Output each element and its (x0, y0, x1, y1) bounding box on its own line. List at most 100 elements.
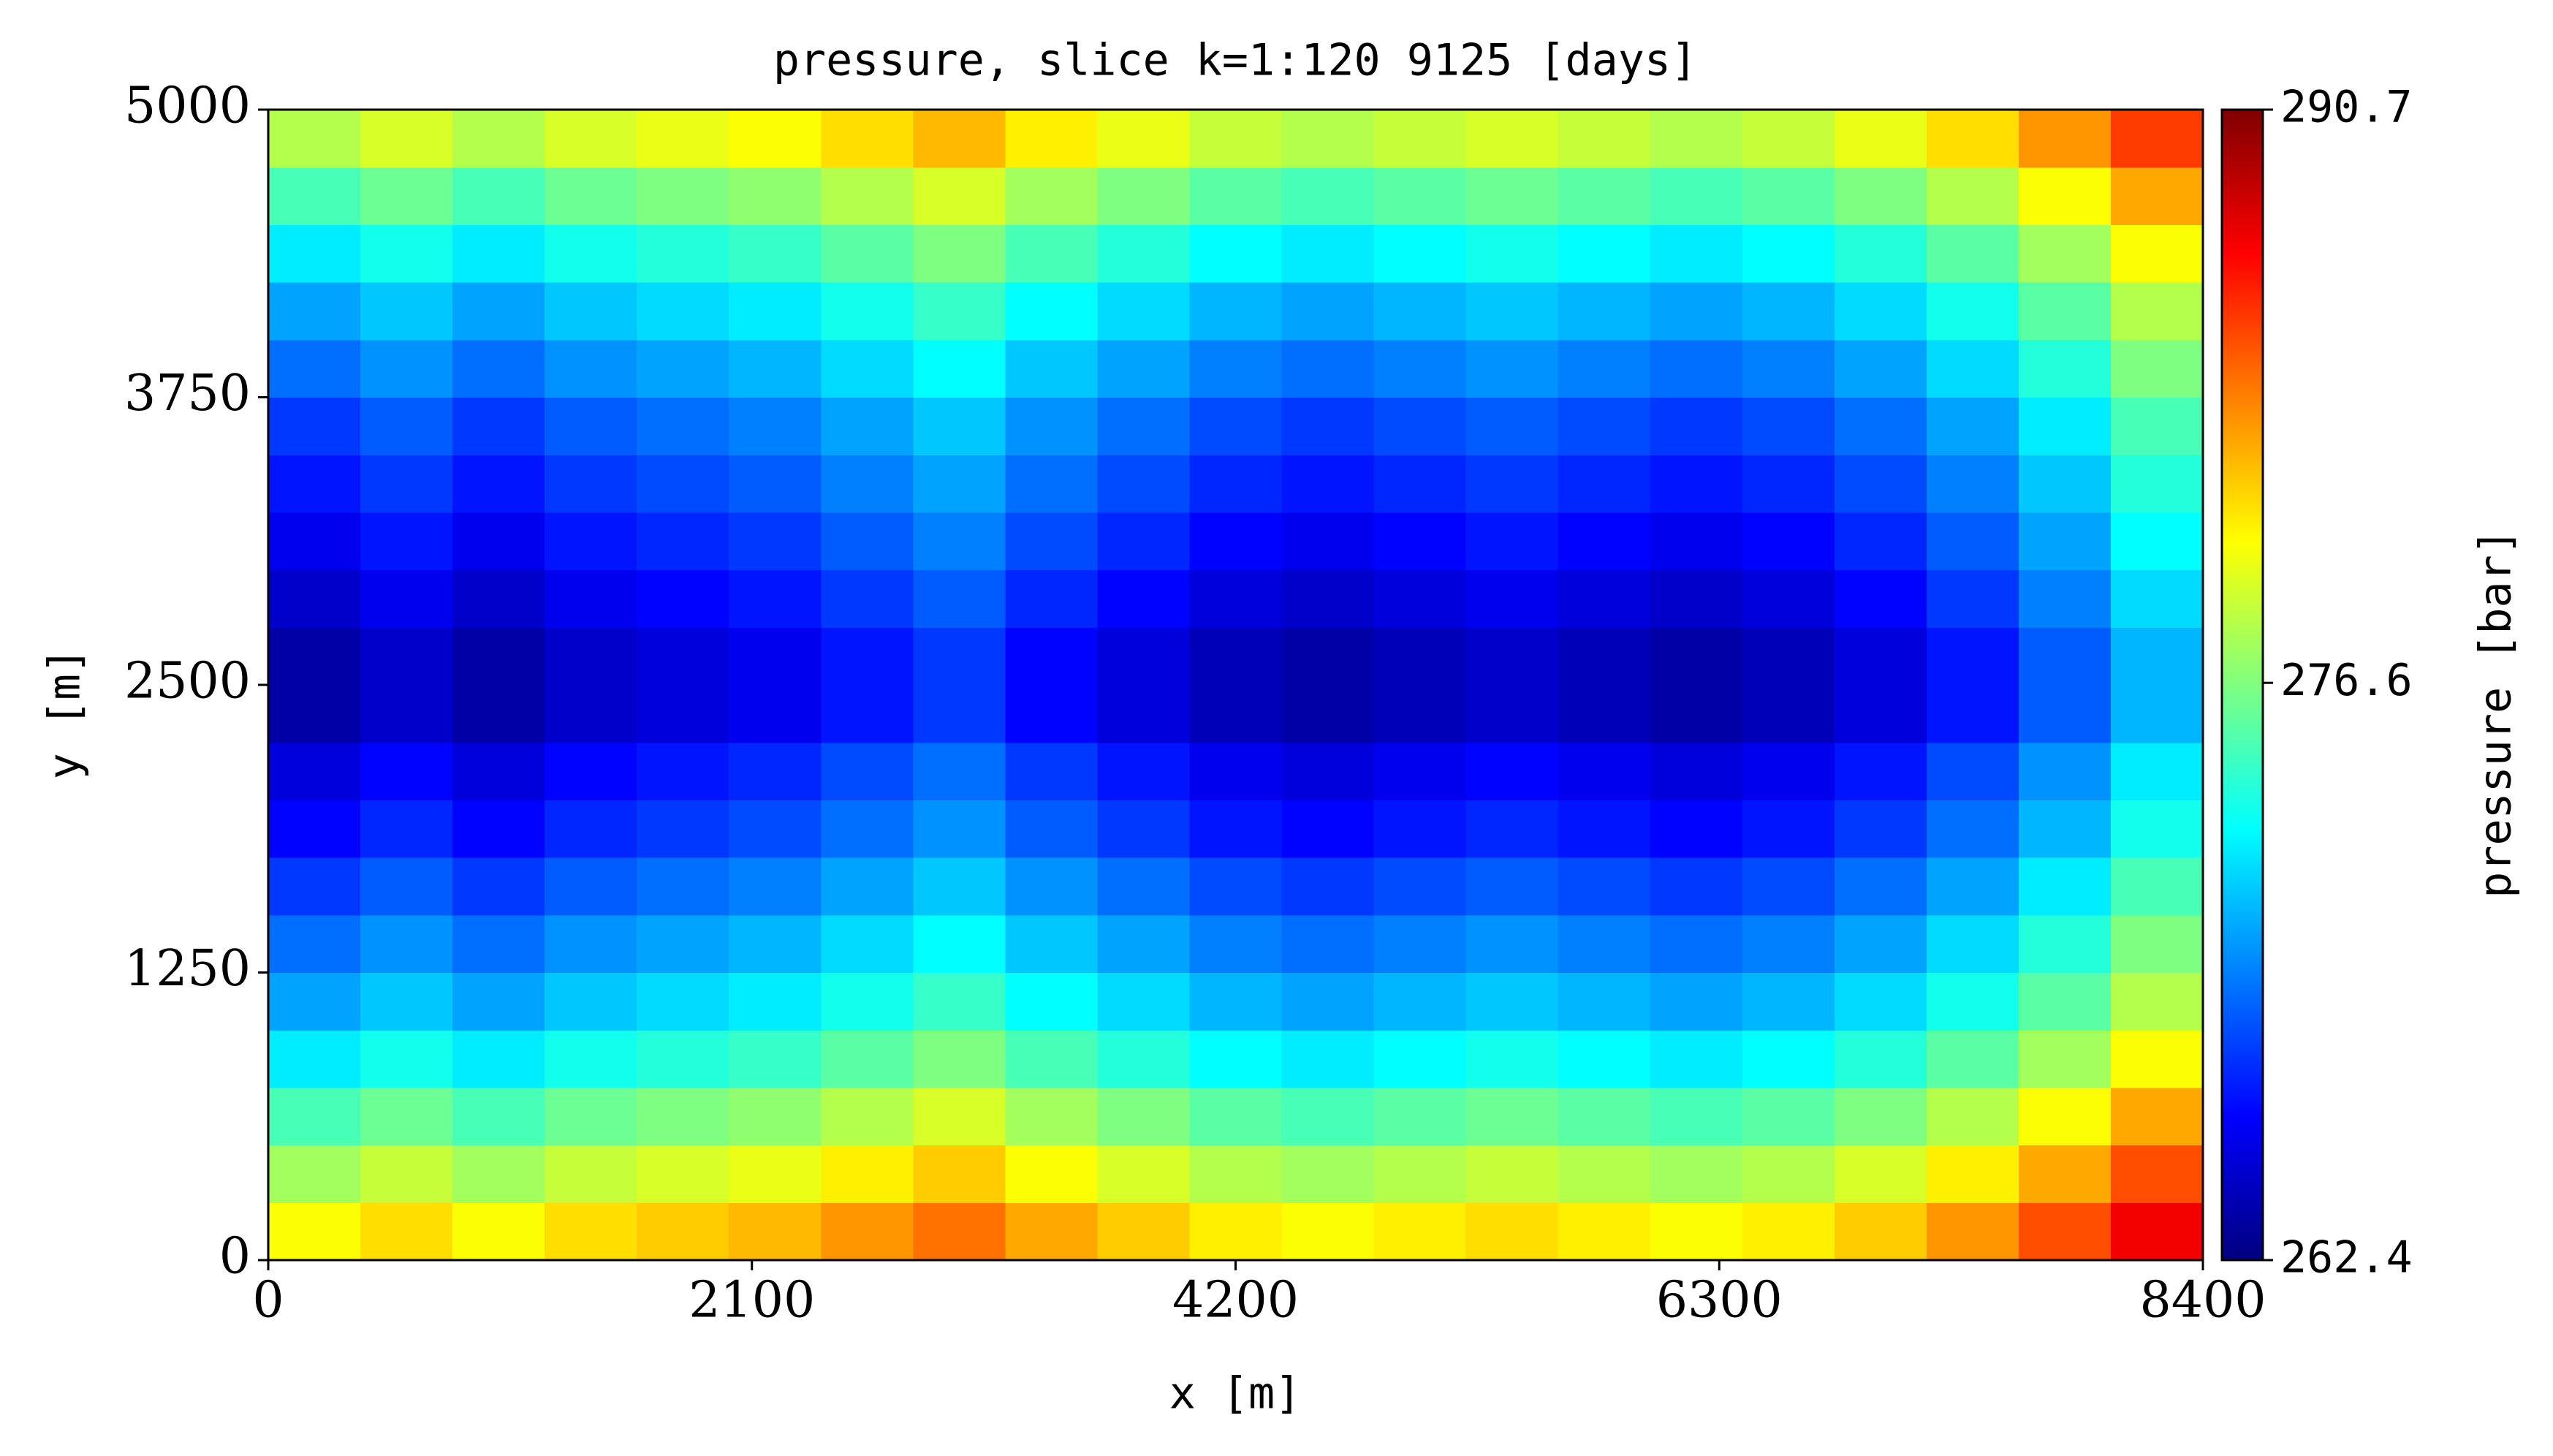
heatmap-cell (545, 339, 637, 398)
heatmap-cell (268, 569, 361, 628)
heatmap-cell (1281, 627, 1375, 686)
heatmap-cell (1097, 685, 1191, 743)
y-axis-label: y [m] (39, 648, 91, 780)
heatmap-cell (637, 282, 729, 341)
heatmap-cell (729, 397, 822, 455)
heatmap-cell (1742, 512, 1835, 571)
heatmap-cell (1373, 1202, 1467, 1261)
heatmap-cell (1926, 110, 2019, 168)
heatmap-cell (1373, 110, 1467, 168)
x-axis-label: x [m] (1169, 1368, 1302, 1419)
heatmap-cell (1926, 455, 2019, 513)
heatmap-cell (360, 972, 453, 1031)
heatmap-cell (452, 397, 545, 455)
heatmap-cell (1834, 972, 1927, 1031)
heatmap-cell (1834, 455, 1927, 513)
y-tick-label: 3750 (124, 365, 251, 422)
heatmap-cell (452, 1030, 545, 1088)
heatmap-cell (1373, 339, 1467, 398)
heatmap-cell (913, 167, 1006, 225)
heatmap-cell (1558, 1202, 1651, 1261)
heatmap-cell (1281, 857, 1375, 916)
heatmap-cell (1558, 224, 1651, 283)
heatmap-cell (1558, 857, 1651, 916)
heatmap-cell (1558, 742, 1651, 800)
heatmap-cell (1373, 972, 1467, 1031)
heatmap-cell (1189, 1202, 1283, 1261)
heatmap-cell (2110, 627, 2204, 686)
heatmap-cell (913, 1145, 1006, 1203)
heatmap-cell (1465, 167, 1559, 225)
heatmap-cell (545, 167, 637, 225)
heatmap-cell (545, 224, 637, 283)
heatmap-cell (1650, 742, 1743, 800)
heatmap-cell (1834, 167, 1927, 225)
x-tick-label: 4200 (1172, 1272, 1299, 1330)
heatmap-cell (913, 512, 1006, 571)
heatmap-cell (1558, 627, 1651, 686)
heatmap-cell (268, 1202, 361, 1261)
heatmap-cell (637, 857, 729, 916)
heatmap-cell (1373, 1030, 1467, 1088)
heatmap-cell (913, 397, 1006, 455)
heatmap-cell (1189, 282, 1283, 341)
heatmap-cell (1558, 167, 1651, 225)
heatmap-cell (1373, 167, 1467, 225)
heatmap-cell (2018, 512, 2112, 571)
heatmap-cell (821, 110, 914, 168)
heatmap-cell (1373, 800, 1467, 858)
heatmap-cell (1005, 569, 1099, 628)
heatmap-cell (1097, 569, 1191, 628)
heatmap-cell (2110, 512, 2204, 571)
heatmap-cell (2110, 224, 2204, 283)
heatmap-cell (1834, 569, 1927, 628)
heatmap-cell (821, 512, 914, 571)
heatmap-cell (1742, 167, 1835, 225)
heatmap-cell (2018, 857, 2112, 916)
heatmap-cell (1742, 110, 1835, 168)
heatmap-cell (1650, 1145, 1743, 1203)
heatmap-cell (1281, 972, 1375, 1031)
heatmap-cell (1558, 569, 1651, 628)
heatmap-cell (360, 455, 453, 513)
heatmap-cell (821, 1145, 914, 1203)
heatmap-cell (913, 569, 1006, 628)
heatmap-cell (1097, 110, 1191, 168)
heatmap-cell (452, 167, 545, 225)
heatmap-cell (1097, 339, 1191, 398)
heatmap-cell (1373, 569, 1467, 628)
heatmap-cell (1742, 1087, 1835, 1146)
heatmap-cell (2110, 569, 2204, 628)
heatmap-cell (913, 857, 1006, 916)
heatmap-cell (1097, 167, 1191, 225)
heatmap-cell (913, 685, 1006, 743)
heatmap-cell (1373, 627, 1467, 686)
heatmap-cell (268, 800, 361, 858)
heatmap-cell (545, 1087, 637, 1146)
heatmap-cell (1834, 397, 1927, 455)
heatmap-cell (1097, 1145, 1191, 1203)
heatmap-cell (1834, 1030, 1927, 1088)
y-tick-label: 2500 (124, 653, 251, 710)
colorbar-tick-label: 276.6 (2280, 655, 2413, 706)
x-tick-label: 0 (252, 1272, 284, 1330)
colorbar-tick-label: 290.7 (2280, 82, 2413, 133)
heatmap-cell (2018, 397, 2112, 455)
heatmap-cell (1005, 742, 1099, 800)
heatmap-cell (2018, 1145, 2112, 1203)
heatmap-cell (729, 914, 822, 974)
heatmap-cell (913, 1030, 1006, 1088)
heatmap-cell (729, 627, 822, 686)
heatmap-cell (729, 512, 822, 571)
heatmap-cell (1742, 455, 1835, 513)
heatmap-cell (1834, 685, 1927, 743)
heatmap-cell (637, 742, 729, 800)
heatmap-cell (1465, 627, 1559, 686)
heatmap-cell (360, 339, 453, 398)
heatmap-cell (268, 1030, 361, 1088)
heatmap-cell (637, 167, 729, 225)
heatmap-cell (1650, 569, 1743, 628)
heatmap-cell (452, 800, 545, 858)
heatmap-cell (1281, 742, 1375, 800)
heatmap-cell (1742, 857, 1835, 916)
